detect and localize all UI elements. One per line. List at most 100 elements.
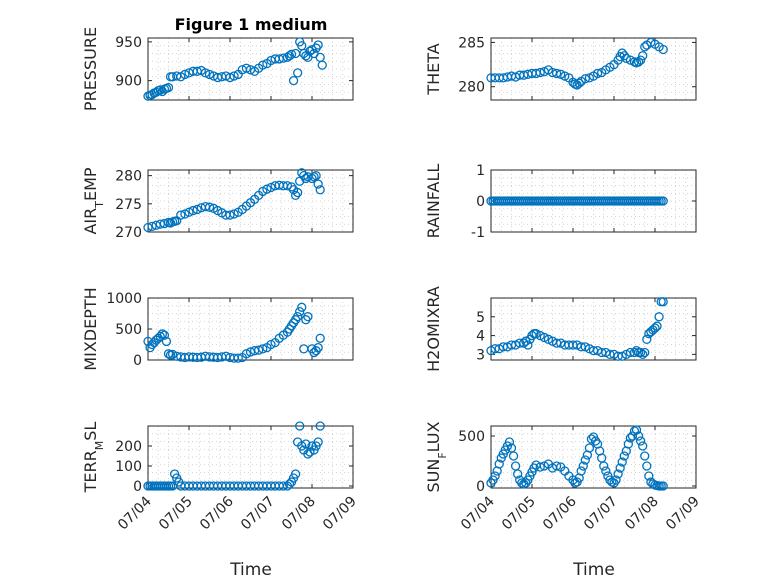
data-point [155, 85, 165, 95]
data-point [204, 69, 215, 80]
data-point [513, 469, 523, 479]
data-point [617, 457, 627, 467]
data-point [180, 69, 190, 80]
y-tick-label: 285 [458, 35, 485, 51]
y-tick-label: 0 [133, 479, 142, 495]
data-point [286, 49, 297, 59]
data-point [611, 475, 621, 485]
data-point [292, 311, 303, 322]
data-point [560, 71, 570, 81]
data-point [299, 170, 309, 181]
y-axis-label: PRESSURE [81, 27, 100, 111]
data-point [599, 461, 609, 471]
data-point [258, 344, 268, 354]
data-point [523, 340, 533, 350]
data-point [266, 182, 276, 193]
data-point [163, 349, 174, 359]
data-point [290, 190, 301, 201]
y-tick-label: -1 [471, 225, 485, 241]
data-point [658, 481, 668, 491]
data-point [619, 51, 629, 61]
y-axis-label: THETA [424, 43, 443, 95]
axes-box [490, 37, 697, 101]
data-point [601, 466, 611, 476]
y-tick-label: 3 [476, 347, 485, 363]
data-point [163, 82, 174, 93]
x-axis-label-left: Time [229, 560, 272, 580]
data-point [254, 345, 264, 355]
data-point [638, 349, 648, 360]
data-point [625, 433, 636, 443]
y-axis-label-main: TERR [81, 450, 100, 493]
y-tick-label: 100 [115, 459, 142, 475]
data-point [241, 63, 252, 73]
data-point [580, 74, 590, 84]
data-point [313, 437, 323, 447]
data-point [278, 481, 288, 491]
y-tick-label: 280 [458, 80, 485, 96]
subplot-grid: 900 950 PRESSURE 280 285 THETA 270 275 280 AIRTEM… [81, 27, 703, 533]
subplot-theta: 280 285 THETA [424, 35, 697, 101]
y-axis-label: AIRTEMP [81, 167, 106, 234]
y-tick-label: 0 [476, 194, 485, 210]
data-point [200, 68, 211, 78]
y-tick-label: 280 [115, 169, 142, 185]
data-point [652, 321, 662, 331]
axes-box [490, 297, 697, 361]
data-point [633, 57, 644, 67]
data-point [494, 459, 504, 469]
data-point [592, 68, 603, 79]
y-axis-label: MIXDEPTH [81, 287, 100, 370]
data-point [292, 68, 303, 78]
data-point [584, 73, 595, 83]
data-point [636, 55, 646, 65]
data-point [640, 347, 650, 358]
y-axis-label: TERRMSL [81, 422, 106, 494]
data-point [315, 421, 325, 431]
data-point [633, 431, 644, 441]
data-point [286, 182, 297, 192]
y-axis-label-main: AIR [81, 208, 100, 235]
y-axis-label-rest: SL [81, 422, 100, 441]
data-point [225, 210, 235, 220]
y-axis-label-rest: EMP [81, 167, 100, 201]
data-point [290, 469, 301, 479]
y-tick-label: 500 [458, 429, 485, 445]
data-point [508, 451, 519, 461]
data-point [313, 179, 323, 189]
data-point [640, 451, 650, 461]
data-point [295, 421, 305, 431]
data-point [159, 330, 170, 340]
y-axis-label-subscript: F [436, 452, 449, 458]
data-point [297, 302, 307, 312]
data-point [631, 425, 642, 435]
data-point [644, 471, 654, 481]
data-point [229, 209, 239, 219]
y-tick-label: 270 [115, 225, 142, 241]
y-axis-label: H2OMIXRA [424, 286, 443, 372]
data-point [642, 334, 652, 344]
y-axis-label-main: SUN [424, 459, 443, 493]
data-point [225, 72, 235, 83]
data-point [233, 353, 243, 363]
y-axis-label-rest: LUX [424, 421, 443, 452]
data-point [258, 60, 268, 70]
data-point [535, 67, 545, 78]
y-axis-label-subscript: T [93, 201, 106, 209]
data-point [204, 202, 215, 212]
y-axis-label-main: H2OMIXRA [424, 286, 443, 372]
data-point [636, 347, 646, 358]
data-point [313, 342, 323, 353]
data-point [317, 60, 327, 70]
data-point [658, 297, 668, 307]
data-point [654, 312, 664, 322]
y-tick-label: 500 [115, 322, 142, 338]
data-point [143, 222, 153, 233]
data-point [184, 207, 194, 217]
y-tick-label: 5 [476, 310, 485, 326]
data-point [613, 469, 623, 479]
data-point [292, 187, 303, 198]
data-point [295, 306, 305, 317]
data-point [576, 466, 586, 476]
